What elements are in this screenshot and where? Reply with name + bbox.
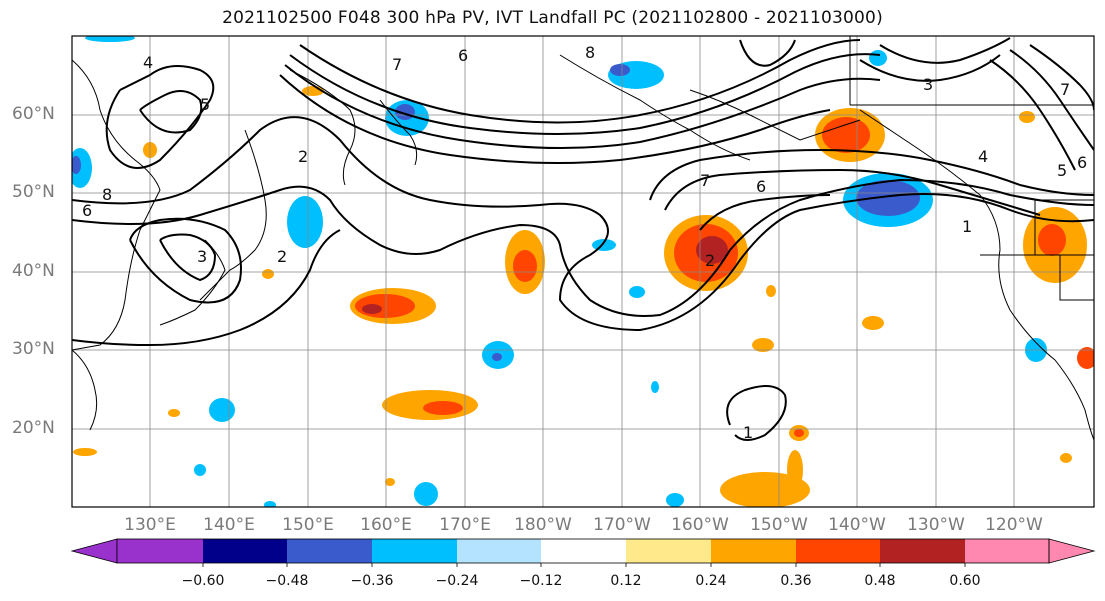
colorbar-segment [203, 539, 287, 563]
colorbar-tick: −0.24 [435, 573, 479, 589]
contour-label: 1 [743, 423, 753, 442]
lon-label-150e: 150°E [282, 515, 334, 535]
colorbar-tick: 0.24 [695, 573, 727, 589]
colorbar-tick: 0.36 [780, 573, 812, 589]
lon-label-150w: 150°W [750, 515, 808, 535]
lat-label-60n: 60°N [12, 104, 55, 124]
contour-label: 5 [200, 95, 210, 114]
lon-label-140w: 140°W [828, 515, 886, 535]
contour-label: 1 [962, 217, 972, 236]
colorbar-segment [457, 539, 541, 563]
colorbar-high-extend [1048, 538, 1096, 564]
colorbar-segment [287, 539, 372, 563]
contour-label: 7 [700, 171, 710, 190]
contour-label: 3 [197, 247, 207, 266]
lat-label-20n: 20°N [12, 418, 55, 438]
map-frame [71, 35, 1095, 508]
colorbar-tick: −0.48 [265, 573, 309, 589]
lon-label-120w: 120°W [985, 515, 1043, 535]
contour-label: 6 [1077, 153, 1087, 172]
colorbar-tick: 0.48 [864, 573, 896, 589]
colorbar-tick: 0.60 [949, 573, 981, 589]
contour-label: 2 [298, 147, 308, 166]
contour-label: 8 [585, 43, 595, 62]
map-title: 2021102500 F048 300 hPa PV, IVT Landfall… [222, 8, 883, 28]
colorbar-tick: −0.60 [181, 573, 225, 589]
lon-label-160e: 160°E [360, 515, 412, 535]
contour-label: 6 [458, 46, 468, 65]
contour-label: 2 [277, 247, 287, 266]
contour-labels: 6 7 8 6 7 4 5 3 2 2 2 1 1 8 6 4 5 3 7 6 [82, 43, 1087, 442]
contour-label: 5 [1057, 161, 1067, 180]
contour-label: 6 [82, 201, 92, 220]
lat-label-40n: 40°N [12, 261, 55, 281]
pv-contours [72, 37, 1094, 441]
colorbar-segment [965, 539, 1049, 563]
colorbar-segment [117, 539, 203, 563]
contour-label: 4 [143, 53, 153, 72]
lon-label-180w: 180°W [514, 515, 572, 535]
colorbar-segment [880, 539, 965, 563]
colorbar-segment [711, 539, 796, 563]
lon-label-140e: 140°E [203, 515, 255, 535]
lat-label-50n: 50°N [12, 182, 55, 202]
contour-label: 2 [705, 251, 715, 270]
colorbar-tick: 0.12 [610, 573, 642, 589]
lon-label-170e: 170°E [439, 515, 491, 535]
colorbar-tick: −0.36 [350, 573, 394, 589]
lat-label-30n: 30°N [12, 339, 55, 359]
contour-label: 4 [978, 147, 988, 166]
contour-label: 7 [1060, 80, 1070, 99]
coastlines [72, 36, 1094, 441]
colorbar-tick: −0.12 [519, 573, 563, 589]
colorbar-segment [372, 539, 457, 563]
contour-label: 6 [756, 177, 766, 196]
colorbar [70, 538, 1096, 567]
lon-label-130e: 130°E [124, 515, 176, 535]
positive-shading [73, 86, 1094, 507]
contour-label: 3 [923, 75, 933, 94]
lon-label-130w: 130°W [907, 515, 965, 535]
colorbar-segment [541, 539, 626, 563]
lon-label-160w: 160°W [671, 515, 729, 535]
contour-label: 8 [102, 185, 112, 204]
graticule [72, 36, 1094, 507]
colorbar-segment [796, 539, 880, 563]
colorbar-low-extend [70, 538, 118, 564]
lon-label-170w: 170°W [593, 515, 651, 535]
colorbar-segment [626, 539, 711, 563]
contour-label: 7 [392, 55, 402, 74]
